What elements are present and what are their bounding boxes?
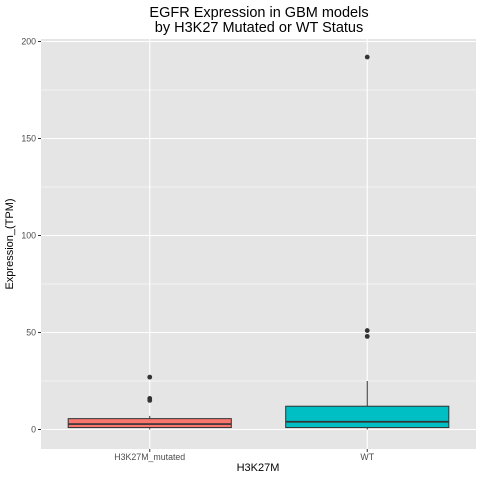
outlier-point bbox=[364, 328, 370, 333]
x-tick-label: WT bbox=[360, 452, 374, 462]
y-axis: 0 50 100 150 200 bbox=[21, 37, 41, 435]
boxes-layer bbox=[67, 54, 450, 430]
y-tick-label: 100 bbox=[21, 231, 36, 241]
y-tick-label: 200 bbox=[21, 37, 36, 47]
box-group-wt bbox=[285, 54, 450, 430]
y-axis-title: Expression_(TPM) bbox=[4, 198, 16, 289]
box-group-h3k27m-mutated bbox=[67, 374, 232, 430]
box-iqr bbox=[67, 418, 232, 429]
outlier-point bbox=[364, 333, 370, 339]
x-tick-label: H3K27M_mutated bbox=[114, 452, 185, 462]
y-tick-label: 0 bbox=[31, 425, 36, 435]
outlier-point bbox=[364, 54, 370, 60]
box-iqr bbox=[285, 405, 450, 429]
y-tick-label: 50 bbox=[26, 328, 36, 338]
x-axis: H3K27M_mutated WT bbox=[114, 449, 375, 462]
outlier-point bbox=[147, 398, 153, 403]
x-axis-title: H3K27M bbox=[237, 462, 280, 474]
y-tick-label: 150 bbox=[21, 134, 36, 144]
outlier-point bbox=[147, 374, 153, 380]
grid-lines bbox=[41, 39, 476, 449]
chart-title-line-1: EGFR Expression in GBM models bbox=[149, 5, 368, 21]
chart-title-line-2: by H3K27 Mutated or WT Status bbox=[155, 20, 363, 36]
plot-panel bbox=[41, 39, 476, 449]
